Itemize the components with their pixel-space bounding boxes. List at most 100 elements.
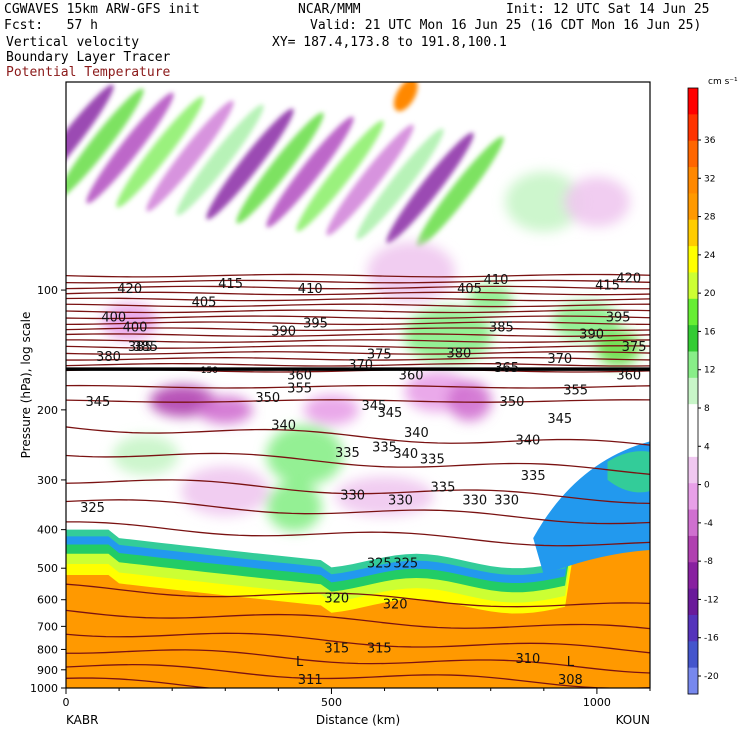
isentrope-label: 320 <box>324 592 349 607</box>
svg-text:330: 330 <box>388 494 413 509</box>
y-tick-label: 200 <box>37 404 58 417</box>
x-tick-label: 0 <box>63 696 70 709</box>
svg-text:325: 325 <box>367 557 392 572</box>
isentrope-label: 320 <box>383 597 408 612</box>
svg-text:390: 390 <box>271 325 296 340</box>
colorbar-swatch <box>688 193 698 221</box>
isentrope <box>66 664 650 688</box>
svg-text:335: 335 <box>431 480 456 495</box>
colorbar-swatch <box>688 114 698 142</box>
isentrope-label: 311 <box>298 673 323 688</box>
isentrope-label: 315 <box>367 641 392 656</box>
isentrope-label: 335 <box>372 440 397 455</box>
svg-text:308: 308 <box>558 673 583 688</box>
wave-band <box>116 96 204 208</box>
velocity-patch <box>335 476 435 517</box>
isentrope-label: 330 <box>462 494 487 509</box>
colorbar-tick-label: 32 <box>704 174 715 184</box>
velocity-patch <box>266 481 322 532</box>
isentrope <box>66 339 650 343</box>
isentrope-label: 415 <box>218 277 243 292</box>
svg-text:330: 330 <box>494 494 519 509</box>
isentrope-label: 335 <box>335 446 360 461</box>
gravity-wave-bands <box>66 82 504 248</box>
svg-text:385: 385 <box>133 340 158 355</box>
isentrope-label: 410 <box>484 273 509 288</box>
left-station-label: KABR <box>66 713 98 727</box>
svg-text:420: 420 <box>616 271 641 286</box>
y-tick-label: 400 <box>37 524 58 537</box>
velocity-patch <box>181 466 270 517</box>
colorbar-swatch <box>688 404 698 432</box>
colorbar-tick-label: 4 <box>704 442 710 452</box>
isentrope-label: 325 <box>80 501 105 516</box>
velocity-patch <box>266 425 344 486</box>
isentrope-label: 345 <box>362 399 387 414</box>
tropopause-label: 150 <box>201 366 218 376</box>
svg-text:311: 311 <box>298 673 323 688</box>
svg-text:375: 375 <box>367 347 392 362</box>
wave-band <box>86 92 174 204</box>
svg-text:365: 365 <box>494 361 519 376</box>
isentrope-label: 415 <box>595 279 620 294</box>
svg-text:345: 345 <box>85 395 110 410</box>
wave-band <box>146 100 234 212</box>
x-axis-label: Distance (km) <box>316 713 400 727</box>
colorbar-swatch <box>688 430 698 458</box>
svg-text:345: 345 <box>362 399 387 414</box>
isentrope <box>66 521 650 547</box>
isentrope <box>66 632 650 654</box>
isentrope-label: 340 <box>393 447 418 462</box>
y-tick-label: 800 <box>37 643 58 656</box>
isentrope-label: 355 <box>563 384 588 399</box>
svg-text:315: 315 <box>367 641 392 656</box>
isentrope-label: 385 <box>133 340 158 355</box>
colorbar-tick-label: -4 <box>704 519 713 529</box>
colorbar-swatch <box>688 535 698 563</box>
isentrope <box>66 285 650 290</box>
colorbar-swatch <box>688 298 698 326</box>
colorbar-swatch <box>688 667 698 695</box>
isentrope <box>66 499 650 525</box>
isentrope-label: 360 <box>616 369 641 384</box>
colorbar-swatch <box>688 377 698 405</box>
low-marker: L <box>296 655 304 670</box>
svg-text:340: 340 <box>271 418 296 433</box>
colorbar-swatch <box>688 588 698 616</box>
colorbar-swatch <box>688 88 698 115</box>
svg-text:310: 310 <box>515 652 540 667</box>
y-axis-label: Pressure (hPa), log scale <box>19 312 33 459</box>
isentrope-labels: 4204154104054003953903853803753703603553… <box>80 271 646 688</box>
svg-text:325: 325 <box>80 501 105 516</box>
colorbar-tick-label: -12 <box>704 595 719 605</box>
isentrope-label: 410 <box>298 282 323 297</box>
isentrope-label: 325 <box>367 557 392 572</box>
colorbar-swatch <box>688 614 698 642</box>
svg-text:320: 320 <box>324 592 349 607</box>
svg-text:415: 415 <box>218 277 243 292</box>
isentrope-label: 345 <box>85 395 110 410</box>
isentrope-label: 390 <box>271 325 296 340</box>
isentrope <box>66 609 650 630</box>
boundary-layer-field <box>66 441 650 688</box>
svg-text:330: 330 <box>340 488 365 503</box>
colorbar-tick-label: 24 <box>704 251 716 261</box>
svg-text:415: 415 <box>595 279 620 294</box>
colorbar-tick-label: 12 <box>704 366 715 376</box>
isentrope <box>66 583 650 608</box>
wave-band <box>416 136 504 248</box>
org-label: NCAR/MMM <box>298 2 361 17</box>
isentrope-label: 308 <box>558 673 583 688</box>
isentrope-label: 395 <box>606 311 631 326</box>
x-tick-label: 500 <box>321 696 342 709</box>
valid-time: Valid: 21 UTC Mon 16 Jun 25 (16 CDT Mon … <box>310 18 702 33</box>
plot-frame <box>65 81 651 689</box>
colorbar-tick-label: 16 <box>704 327 716 337</box>
isentrope <box>66 357 650 361</box>
y-axis: 100 200 300 400 500 600 700 800 900 1000 <box>30 284 66 695</box>
x-tick-label: 1000 <box>583 696 611 709</box>
colorbar-swatch <box>688 272 698 300</box>
svg-text:380: 380 <box>96 350 121 365</box>
svg-text:325: 325 <box>393 557 418 572</box>
isentrope-label: 335 <box>431 480 456 495</box>
